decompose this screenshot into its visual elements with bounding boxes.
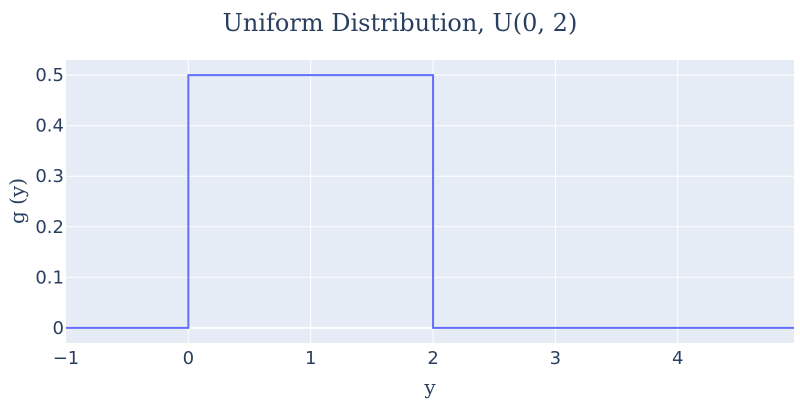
chart-title: Uniform Distribution, U(0, 2)	[223, 9, 578, 37]
y-tick-label: 0.4	[35, 116, 64, 137]
x-tick-label: 4	[672, 348, 683, 369]
x-tick-label: 2	[427, 348, 438, 369]
x-tick-label: 0	[183, 348, 194, 369]
x-tick-labels: −1 0 1 2 3 4	[53, 348, 684, 369]
y-tick-label: 0.5	[35, 65, 64, 86]
y-tick-label: 0.3	[35, 166, 64, 187]
x-tick-label: 1	[305, 348, 316, 369]
plot-area	[66, 60, 794, 343]
y-tick-labels: 0 0.1 0.2 0.3 0.4 0.5	[35, 65, 64, 339]
y-tick-label: 0.2	[35, 217, 64, 238]
x-tick-label: −1	[53, 348, 80, 369]
series-line	[66, 74, 794, 329]
y-axis-title: g (y)	[5, 178, 29, 224]
x-tick-label: 3	[550, 348, 561, 369]
series-layer	[66, 74, 794, 329]
x-axis-title: y	[423, 375, 436, 399]
y-tick-label: 0.1	[35, 267, 64, 288]
y-tick-label: 0	[53, 318, 64, 339]
